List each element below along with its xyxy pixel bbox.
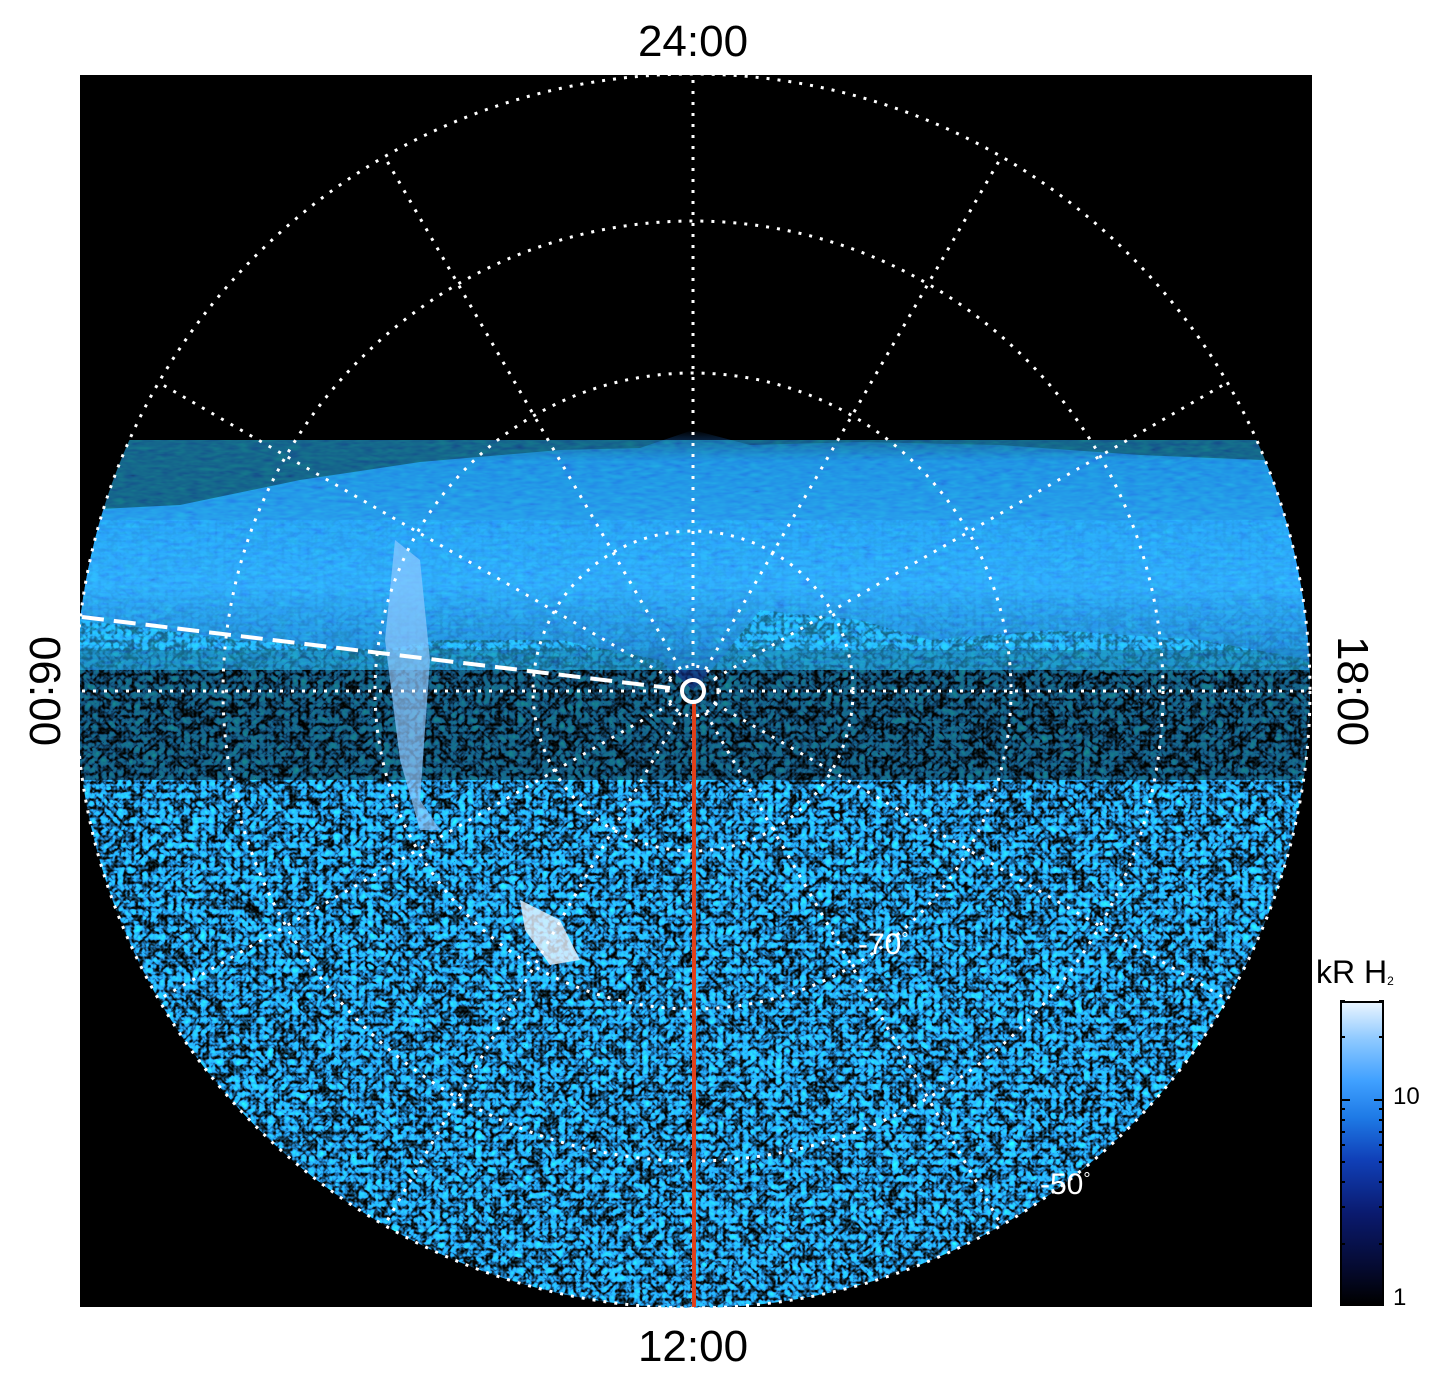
- colorbar-minor-tick: [1379, 1130, 1384, 1133]
- latitude-value: -70: [858, 928, 902, 961]
- local-time-label-dawn: 06:00: [20, 635, 69, 747]
- colorbar-minor-tick: [1379, 1000, 1384, 1002]
- colorbar-tick-label-10: 10: [1393, 1083, 1420, 1110]
- colorbar-minor-tick: [1379, 1180, 1384, 1183]
- colorbar-minor-tick: [1340, 1144, 1345, 1147]
- colorbar: [1340, 1001, 1384, 1306]
- degree-symbol: °: [901, 929, 909, 949]
- colorbar-tick-label-1: 1: [1393, 1284, 1407, 1311]
- colorbar-minor-tick: [1379, 1118, 1384, 1121]
- colorbar-minor-tick: [1340, 1036, 1345, 1039]
- colorbar-minor-tick: [1379, 1242, 1384, 1245]
- colorbar-title-main: kR H: [1316, 954, 1388, 990]
- latitude-value: -50: [1040, 1168, 1084, 1201]
- latitude-label-70: -70°: [858, 930, 909, 960]
- colorbar-minor-tick: [1340, 1206, 1345, 1209]
- colorbar-minor-tick: [1340, 1118, 1345, 1121]
- colorbar-minor-tick: [1340, 1000, 1345, 1002]
- colorbar-major-tick: [1340, 1098, 1350, 1101]
- colorbar-major-tick: [1374, 1098, 1384, 1101]
- colorbar-minor-tick: [1379, 1107, 1384, 1110]
- local-time-label-dusk: 18:00: [1328, 635, 1377, 747]
- colorbar-minor-tick: [1340, 1130, 1345, 1133]
- local-time-label-midnight: 24:00: [637, 17, 749, 66]
- colorbar-minor-tick: [1340, 1107, 1345, 1110]
- colorbar-minor-tick: [1379, 1036, 1384, 1039]
- pole-circle-icon: [680, 678, 706, 704]
- colorbar-minor-tick: [1340, 1180, 1345, 1183]
- colorbar-minor-tick: [1340, 1160, 1345, 1163]
- colorbar-minor-tick: [1379, 1160, 1384, 1163]
- colorbar-title-subscript: 2: [1387, 974, 1394, 988]
- colorbar-minor-tick: [1379, 1206, 1384, 1209]
- colorbar-minor-tick: [1379, 1144, 1384, 1147]
- reference-dashed-line: [81, 615, 671, 690]
- latitude-label-50: -50°: [1040, 1170, 1091, 1200]
- local-time-label-noon: 12:00: [637, 1322, 749, 1371]
- degree-symbol: °: [1083, 1169, 1091, 1189]
- colorbar-minor-tick: [1340, 1242, 1345, 1245]
- colorbar-title: kR H2: [1316, 956, 1394, 988]
